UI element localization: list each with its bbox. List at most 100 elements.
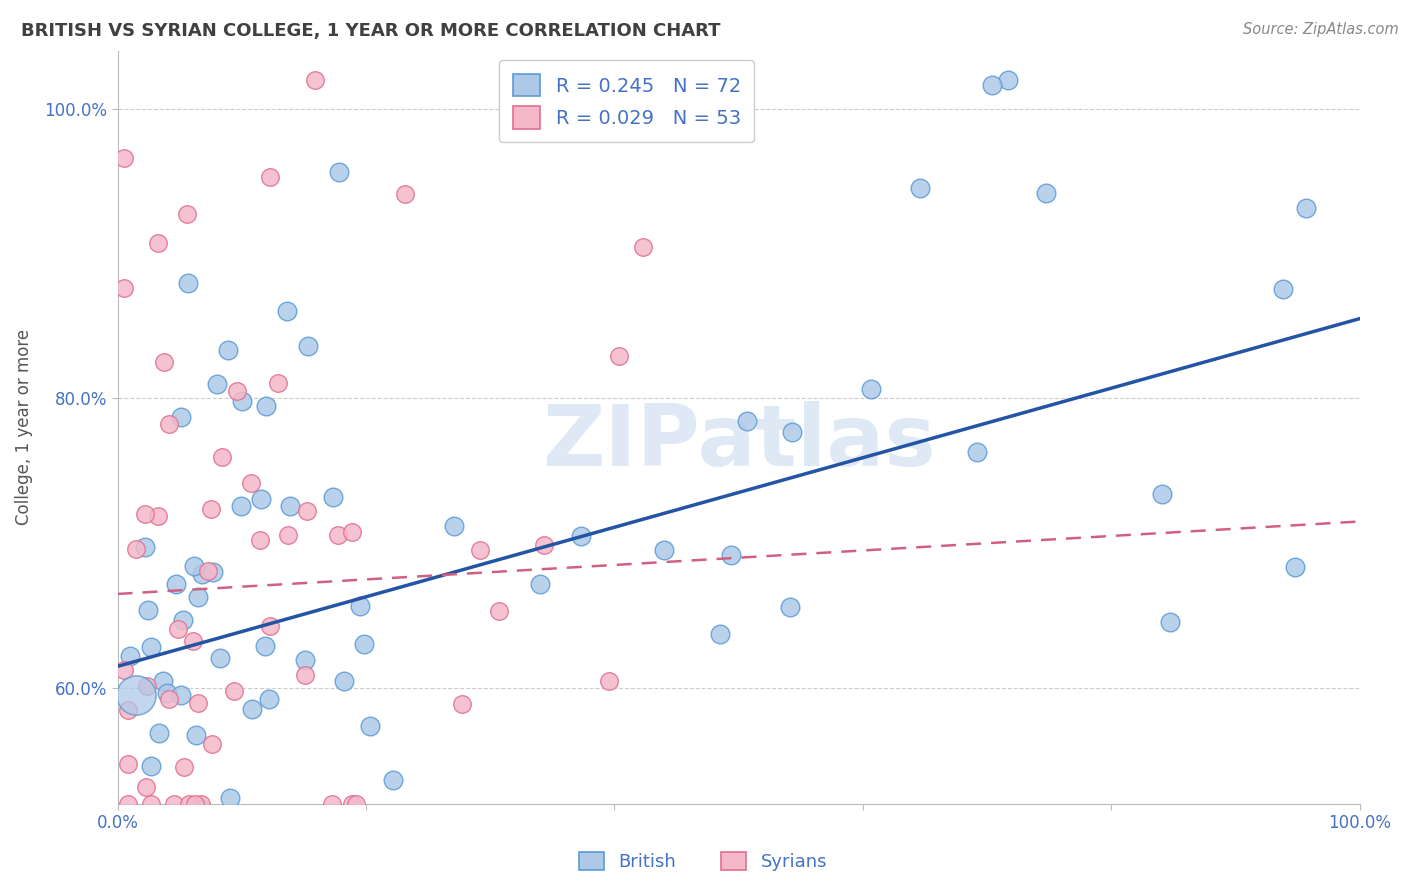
Point bbox=[254, 399, 277, 413]
Point bbox=[187, 696, 209, 710]
Legend: British, Syrians: British, Syrians bbox=[571, 845, 835, 879]
Point bbox=[211, 450, 233, 464]
Point bbox=[652, 542, 675, 557]
Point bbox=[183, 559, 205, 574]
Point bbox=[167, 623, 190, 637]
Point bbox=[240, 701, 263, 715]
Point bbox=[394, 187, 416, 202]
Point bbox=[382, 772, 405, 787]
Point bbox=[118, 648, 141, 663]
Point bbox=[136, 679, 159, 693]
Point bbox=[226, 384, 249, 398]
Point bbox=[344, 797, 367, 811]
Point bbox=[205, 814, 228, 829]
Point bbox=[183, 797, 205, 811]
Point bbox=[322, 490, 344, 504]
Point bbox=[304, 72, 326, 87]
Point bbox=[1150, 487, 1173, 501]
Point bbox=[1284, 560, 1306, 574]
Point bbox=[353, 637, 375, 651]
Point bbox=[112, 152, 135, 166]
Point bbox=[170, 837, 193, 851]
Point bbox=[134, 507, 156, 521]
Point bbox=[117, 703, 139, 717]
Point bbox=[533, 538, 555, 552]
Point bbox=[966, 445, 988, 459]
Point bbox=[191, 566, 214, 581]
Point bbox=[112, 663, 135, 677]
Point bbox=[146, 235, 169, 250]
Point bbox=[266, 376, 288, 390]
Point bbox=[124, 542, 146, 557]
Point bbox=[1271, 282, 1294, 296]
Point bbox=[159, 692, 181, 706]
Point bbox=[141, 758, 163, 772]
Y-axis label: College, 1 year or more: College, 1 year or more bbox=[15, 329, 32, 525]
Point bbox=[112, 281, 135, 295]
Point bbox=[141, 797, 163, 811]
Point bbox=[297, 338, 319, 352]
Point bbox=[208, 650, 231, 665]
Point bbox=[342, 524, 364, 539]
Point bbox=[173, 760, 195, 774]
Point bbox=[910, 181, 932, 195]
Point bbox=[295, 504, 318, 518]
Point bbox=[333, 673, 356, 688]
Point bbox=[163, 797, 186, 811]
Point bbox=[997, 72, 1019, 87]
Text: ZIPatlas: ZIPatlas bbox=[541, 401, 935, 483]
Point bbox=[779, 599, 801, 614]
Point bbox=[340, 797, 363, 811]
Text: BRITISH VS SYRIAN COLLEGE, 1 YEAR OR MORE CORRELATION CHART: BRITISH VS SYRIAN COLLEGE, 1 YEAR OR MOR… bbox=[21, 22, 721, 40]
Point bbox=[159, 826, 181, 840]
Point bbox=[249, 533, 271, 548]
Point bbox=[152, 674, 174, 689]
Point bbox=[190, 802, 212, 816]
Point bbox=[598, 673, 620, 688]
Point bbox=[197, 565, 219, 579]
Point bbox=[294, 652, 316, 666]
Point bbox=[488, 604, 510, 618]
Point bbox=[607, 349, 630, 363]
Point bbox=[709, 627, 731, 641]
Point bbox=[139, 640, 162, 655]
Point bbox=[529, 576, 551, 591]
Point bbox=[326, 528, 349, 542]
Point bbox=[254, 639, 277, 653]
Point bbox=[165, 576, 187, 591]
Point bbox=[328, 165, 350, 179]
Point bbox=[349, 599, 371, 614]
Point bbox=[780, 425, 803, 440]
Point bbox=[321, 797, 343, 811]
Point bbox=[735, 414, 758, 428]
Point bbox=[981, 78, 1004, 92]
Point bbox=[257, 692, 280, 706]
Point bbox=[240, 475, 263, 490]
Point bbox=[170, 410, 193, 425]
Point bbox=[1035, 186, 1057, 201]
Legend: R = 0.245   N = 72, R = 0.029   N = 53: R = 0.245 N = 72, R = 0.029 N = 53 bbox=[499, 61, 755, 142]
Point bbox=[181, 634, 204, 648]
Point bbox=[276, 304, 298, 318]
Point bbox=[153, 355, 176, 369]
Point bbox=[219, 791, 242, 805]
Point bbox=[633, 240, 655, 254]
Point bbox=[117, 797, 139, 811]
Point bbox=[170, 688, 193, 702]
Point bbox=[157, 417, 180, 432]
Point bbox=[1159, 615, 1181, 629]
Point bbox=[200, 502, 222, 516]
Point bbox=[156, 686, 179, 700]
Point bbox=[1295, 201, 1317, 215]
Text: Source: ZipAtlas.com: Source: ZipAtlas.com bbox=[1243, 22, 1399, 37]
Point bbox=[294, 668, 316, 682]
Point bbox=[468, 543, 491, 558]
Point bbox=[176, 206, 198, 220]
Point bbox=[569, 529, 592, 543]
Point bbox=[277, 527, 299, 541]
Point bbox=[190, 797, 212, 811]
Point bbox=[229, 499, 252, 513]
Point bbox=[187, 590, 209, 604]
Point bbox=[222, 683, 245, 698]
Point bbox=[201, 737, 224, 751]
